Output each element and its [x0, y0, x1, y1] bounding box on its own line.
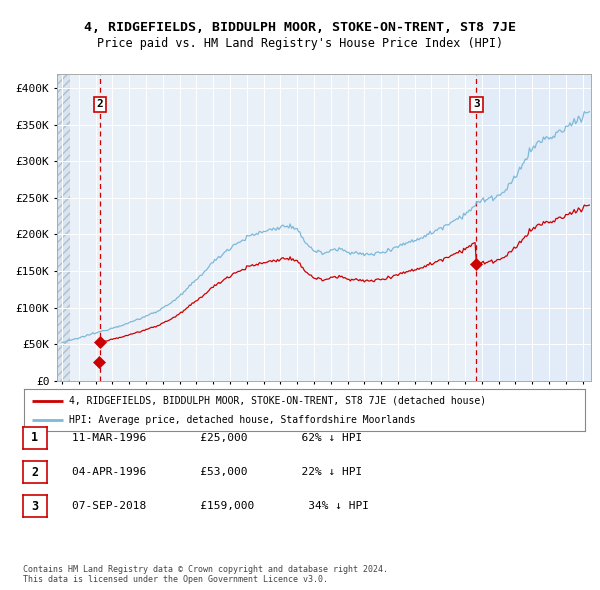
Bar — [476, 74, 591, 381]
Text: HPI: Average price, detached house, Staffordshire Moorlands: HPI: Average price, detached house, Staf… — [69, 415, 416, 425]
Text: 2: 2 — [97, 100, 103, 109]
Bar — [57, 74, 70, 381]
Text: Contains HM Land Registry data © Crown copyright and database right 2024.
This d: Contains HM Land Registry data © Crown c… — [23, 565, 388, 584]
Text: 11-MAR-1996        £25,000        62% ↓ HPI: 11-MAR-1996 £25,000 62% ↓ HPI — [72, 433, 362, 442]
Text: 3: 3 — [31, 500, 38, 513]
Text: 07-SEP-2018        £159,000        34% ↓ HPI: 07-SEP-2018 £159,000 34% ↓ HPI — [72, 502, 369, 511]
Text: 4, RIDGEFIELDS, BIDDULPH MOOR, STOKE-ON-TRENT, ST8 7JE: 4, RIDGEFIELDS, BIDDULPH MOOR, STOKE-ON-… — [84, 21, 516, 34]
Bar — [57, 74, 70, 381]
Text: 1: 1 — [31, 431, 38, 444]
Text: 3: 3 — [473, 100, 480, 109]
Text: 04-APR-1996        £53,000        22% ↓ HPI: 04-APR-1996 £53,000 22% ↓ HPI — [72, 467, 362, 477]
Text: 2: 2 — [31, 466, 38, 478]
Text: 4, RIDGEFIELDS, BIDDULPH MOOR, STOKE-ON-TRENT, ST8 7JE (detached house): 4, RIDGEFIELDS, BIDDULPH MOOR, STOKE-ON-… — [69, 395, 486, 405]
Text: Price paid vs. HM Land Registry's House Price Index (HPI): Price paid vs. HM Land Registry's House … — [97, 37, 503, 50]
